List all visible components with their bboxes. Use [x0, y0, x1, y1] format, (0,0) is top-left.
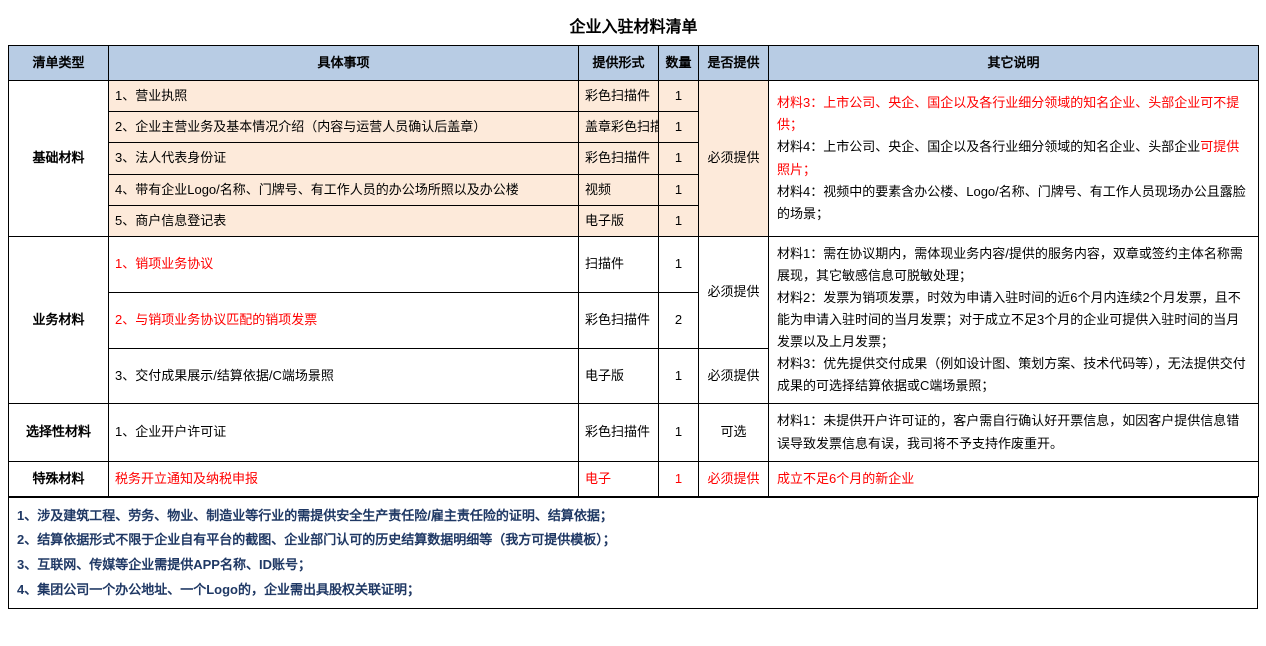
- format-text: 彩色扫描件: [579, 81, 659, 112]
- item-text: 1、营业执照: [109, 81, 579, 112]
- document-root: 企业入驻材料清单 清单类型 具体事项 提供形式 数量 是否提供 其它说明 基础材…: [8, 8, 1258, 609]
- format-text: 彩色扫描件: [579, 404, 659, 461]
- qty-text: 1: [659, 461, 699, 496]
- category-optional: 选择性材料: [9, 404, 109, 461]
- format-text: 电子版: [579, 205, 659, 236]
- qty-text: 1: [659, 236, 699, 292]
- format-text: 扫描件: [579, 236, 659, 292]
- remark-optional: 材料1：未提供开户许可证的，客户需自行确认好开票信息，如因客户提供信息错误导致发…: [769, 404, 1259, 461]
- item-text: 3、交付成果展示/结算依据/C端场景照: [109, 348, 579, 404]
- provide-biz-3: 必须提供: [699, 348, 769, 404]
- remark-part: 材料4：视频中的要素含办公楼、Logo/名称、门牌号、有工作人员现场办公且露脸的…: [777, 184, 1246, 221]
- footnotes-block: 1、涉及建筑工程、劳务、物业、制造业等行业的需提供安全生产责任险/雇主责任险的证…: [8, 497, 1258, 610]
- format-text: 电子版: [579, 348, 659, 404]
- item-text: 4、带有企业Logo/名称、门牌号、有工作人员的办公场所照以及办公楼: [109, 174, 579, 205]
- page-title: 企业入驻材料清单: [9, 8, 1259, 46]
- remark-biz: 材料1：需在协议期内，需体现业务内容/提供的服务内容，双章或签约主体名称需展现，…: [769, 236, 1259, 404]
- table-row: 选择性材料 1、企业开户许可证 彩色扫描件 1 可选 材料1：未提供开户许可证的…: [9, 404, 1259, 461]
- item-text: 3、法人代表身份证: [109, 143, 579, 174]
- item-text: 1、销项业务协议: [109, 236, 579, 292]
- category-special: 特殊材料: [9, 461, 109, 496]
- category-biz: 业务材料: [9, 236, 109, 404]
- item-text: 2、企业主营业务及基本情况介绍（内容与运营人员确认后盖章）: [109, 112, 579, 143]
- table-row: 特殊材料 税务开立通知及纳税申报 电子 1 必须提供 成立不足6个月的新企业: [9, 461, 1259, 496]
- format-text: 电子: [579, 461, 659, 496]
- remark-part: 材料4：上市公司、央企、国企以及各行业细分领域的知名企业、头部企业: [777, 139, 1200, 154]
- provide-optional: 可选: [699, 404, 769, 461]
- col-format: 提供形式: [579, 46, 659, 81]
- col-item: 具体事项: [109, 46, 579, 81]
- qty-text: 1: [659, 404, 699, 461]
- format-text: 盖章彩色扫描件: [579, 112, 659, 143]
- qty-text: 1: [659, 143, 699, 174]
- qty-text: 2: [659, 292, 699, 348]
- remark-basic: 材料3：上市公司、央企、国企以及各行业细分领域的知名企业、头部企业可不提供； 材…: [769, 81, 1259, 236]
- footnote-line: 2、结算依据形式不限于企业自有平台的截图、企业部门认可的历史结算数据明细等（我方…: [17, 528, 1249, 553]
- title-row: 企业入驻材料清单: [9, 8, 1259, 46]
- col-category: 清单类型: [9, 46, 109, 81]
- item-text: 2、与销项业务协议匹配的销项发票: [109, 292, 579, 348]
- item-text: 5、商户信息登记表: [109, 205, 579, 236]
- category-basic: 基础材料: [9, 81, 109, 236]
- provide-basic: 必须提供: [699, 81, 769, 236]
- format-text: 彩色扫描件: [579, 292, 659, 348]
- provide-biz-12: 必须提供: [699, 236, 769, 348]
- format-text: 视频: [579, 174, 659, 205]
- header-row: 清单类型 具体事项 提供形式 数量 是否提供 其它说明: [9, 46, 1259, 81]
- table-row: 基础材料 1、营业执照 彩色扫描件 1 必须提供 材料3：上市公司、央企、国企以…: [9, 81, 1259, 112]
- col-qty: 数量: [659, 46, 699, 81]
- table-row: 业务材料 1、销项业务协议 扫描件 1 必须提供 材料1：需在协议期内，需体现业…: [9, 236, 1259, 292]
- remark-special: 成立不足6个月的新企业: [769, 461, 1259, 496]
- qty-text: 1: [659, 112, 699, 143]
- footnote-line: 3、互联网、传媒等企业需提供APP名称、ID账号；: [17, 553, 1249, 578]
- checklist-table: 企业入驻材料清单 清单类型 具体事项 提供形式 数量 是否提供 其它说明 基础材…: [8, 8, 1259, 497]
- footnote-line: 1、涉及建筑工程、劳务、物业、制造业等行业的需提供安全生产责任险/雇主责任险的证…: [17, 504, 1249, 529]
- item-text: 1、企业开户许可证: [109, 404, 579, 461]
- qty-text: 1: [659, 348, 699, 404]
- format-text: 彩色扫描件: [579, 143, 659, 174]
- footnote-line: 4、集团公司一个办公地址、一个Logo的，企业需出具股权关联证明；: [17, 578, 1249, 603]
- item-text: 税务开立通知及纳税申报: [109, 461, 579, 496]
- provide-special: 必须提供: [699, 461, 769, 496]
- col-remark: 其它说明: [769, 46, 1259, 81]
- qty-text: 1: [659, 174, 699, 205]
- col-provide: 是否提供: [699, 46, 769, 81]
- qty-text: 1: [659, 81, 699, 112]
- qty-text: 1: [659, 205, 699, 236]
- remark-part: 材料3：上市公司、央企、国企以及各行业细分领域的知名企业、头部企业可不提供；: [777, 95, 1239, 132]
